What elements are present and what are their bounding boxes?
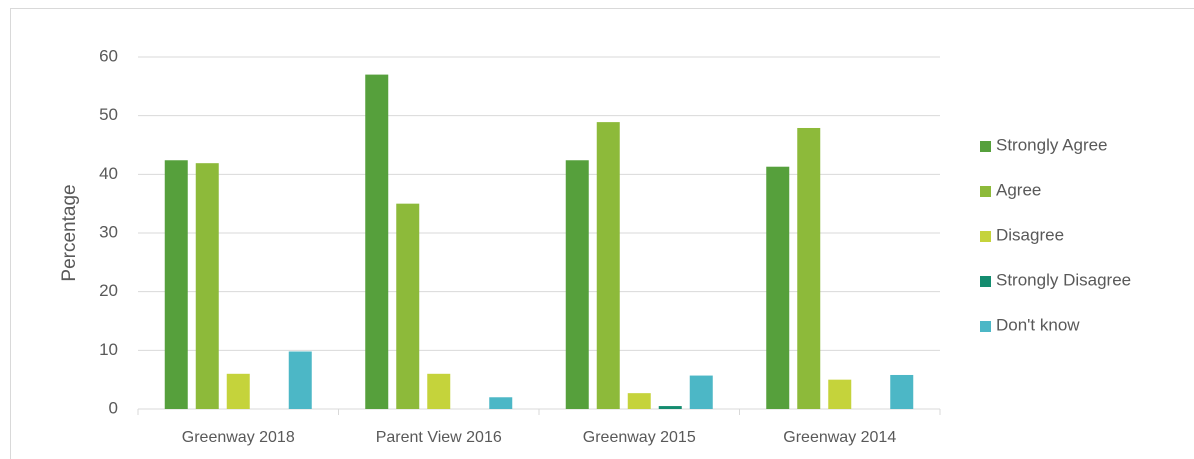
legend-swatch [980, 321, 991, 332]
bar [365, 74, 389, 409]
bar [658, 406, 682, 409]
x-tick-label: Greenway 2015 [583, 429, 696, 446]
x-tick-label: Greenway 2018 [182, 429, 295, 446]
bar [288, 351, 312, 409]
y-tick-label: 60 [99, 46, 118, 65]
bar [427, 373, 451, 409]
x-tick-label: Parent View 2016 [376, 429, 502, 446]
legend-label: Don't know [996, 315, 1080, 334]
bar [565, 160, 589, 409]
bar [195, 163, 219, 409]
legend-swatch [980, 186, 991, 197]
bar [890, 374, 914, 409]
chart-border [10, 8, 1194, 459]
legend-label: Agree [996, 180, 1041, 199]
y-tick-label: 40 [99, 164, 118, 183]
bar [596, 122, 620, 410]
bar [766, 166, 790, 409]
bar [396, 203, 420, 409]
y-tick-label: 20 [99, 281, 118, 300]
legend-swatch [980, 141, 991, 152]
bar [226, 373, 250, 409]
bar [689, 375, 713, 409]
bar [164, 160, 188, 409]
legend-label: Strongly Disagree [996, 270, 1131, 289]
y-tick-label: 10 [99, 340, 118, 359]
y-axis-label: Percentage [59, 184, 80, 281]
bar [489, 397, 513, 409]
legend-label: Disagree [996, 225, 1064, 244]
x-tick-label: Greenway 2014 [783, 429, 896, 446]
bar [797, 127, 821, 409]
y-tick-label: 30 [99, 222, 118, 241]
bar [627, 393, 651, 409]
legend-label: Strongly Agree [996, 135, 1108, 154]
y-tick-label: 0 [109, 398, 118, 417]
legend-swatch [980, 276, 991, 287]
y-tick-label: 50 [99, 105, 118, 124]
legend-swatch [980, 231, 991, 242]
bar [828, 379, 852, 409]
